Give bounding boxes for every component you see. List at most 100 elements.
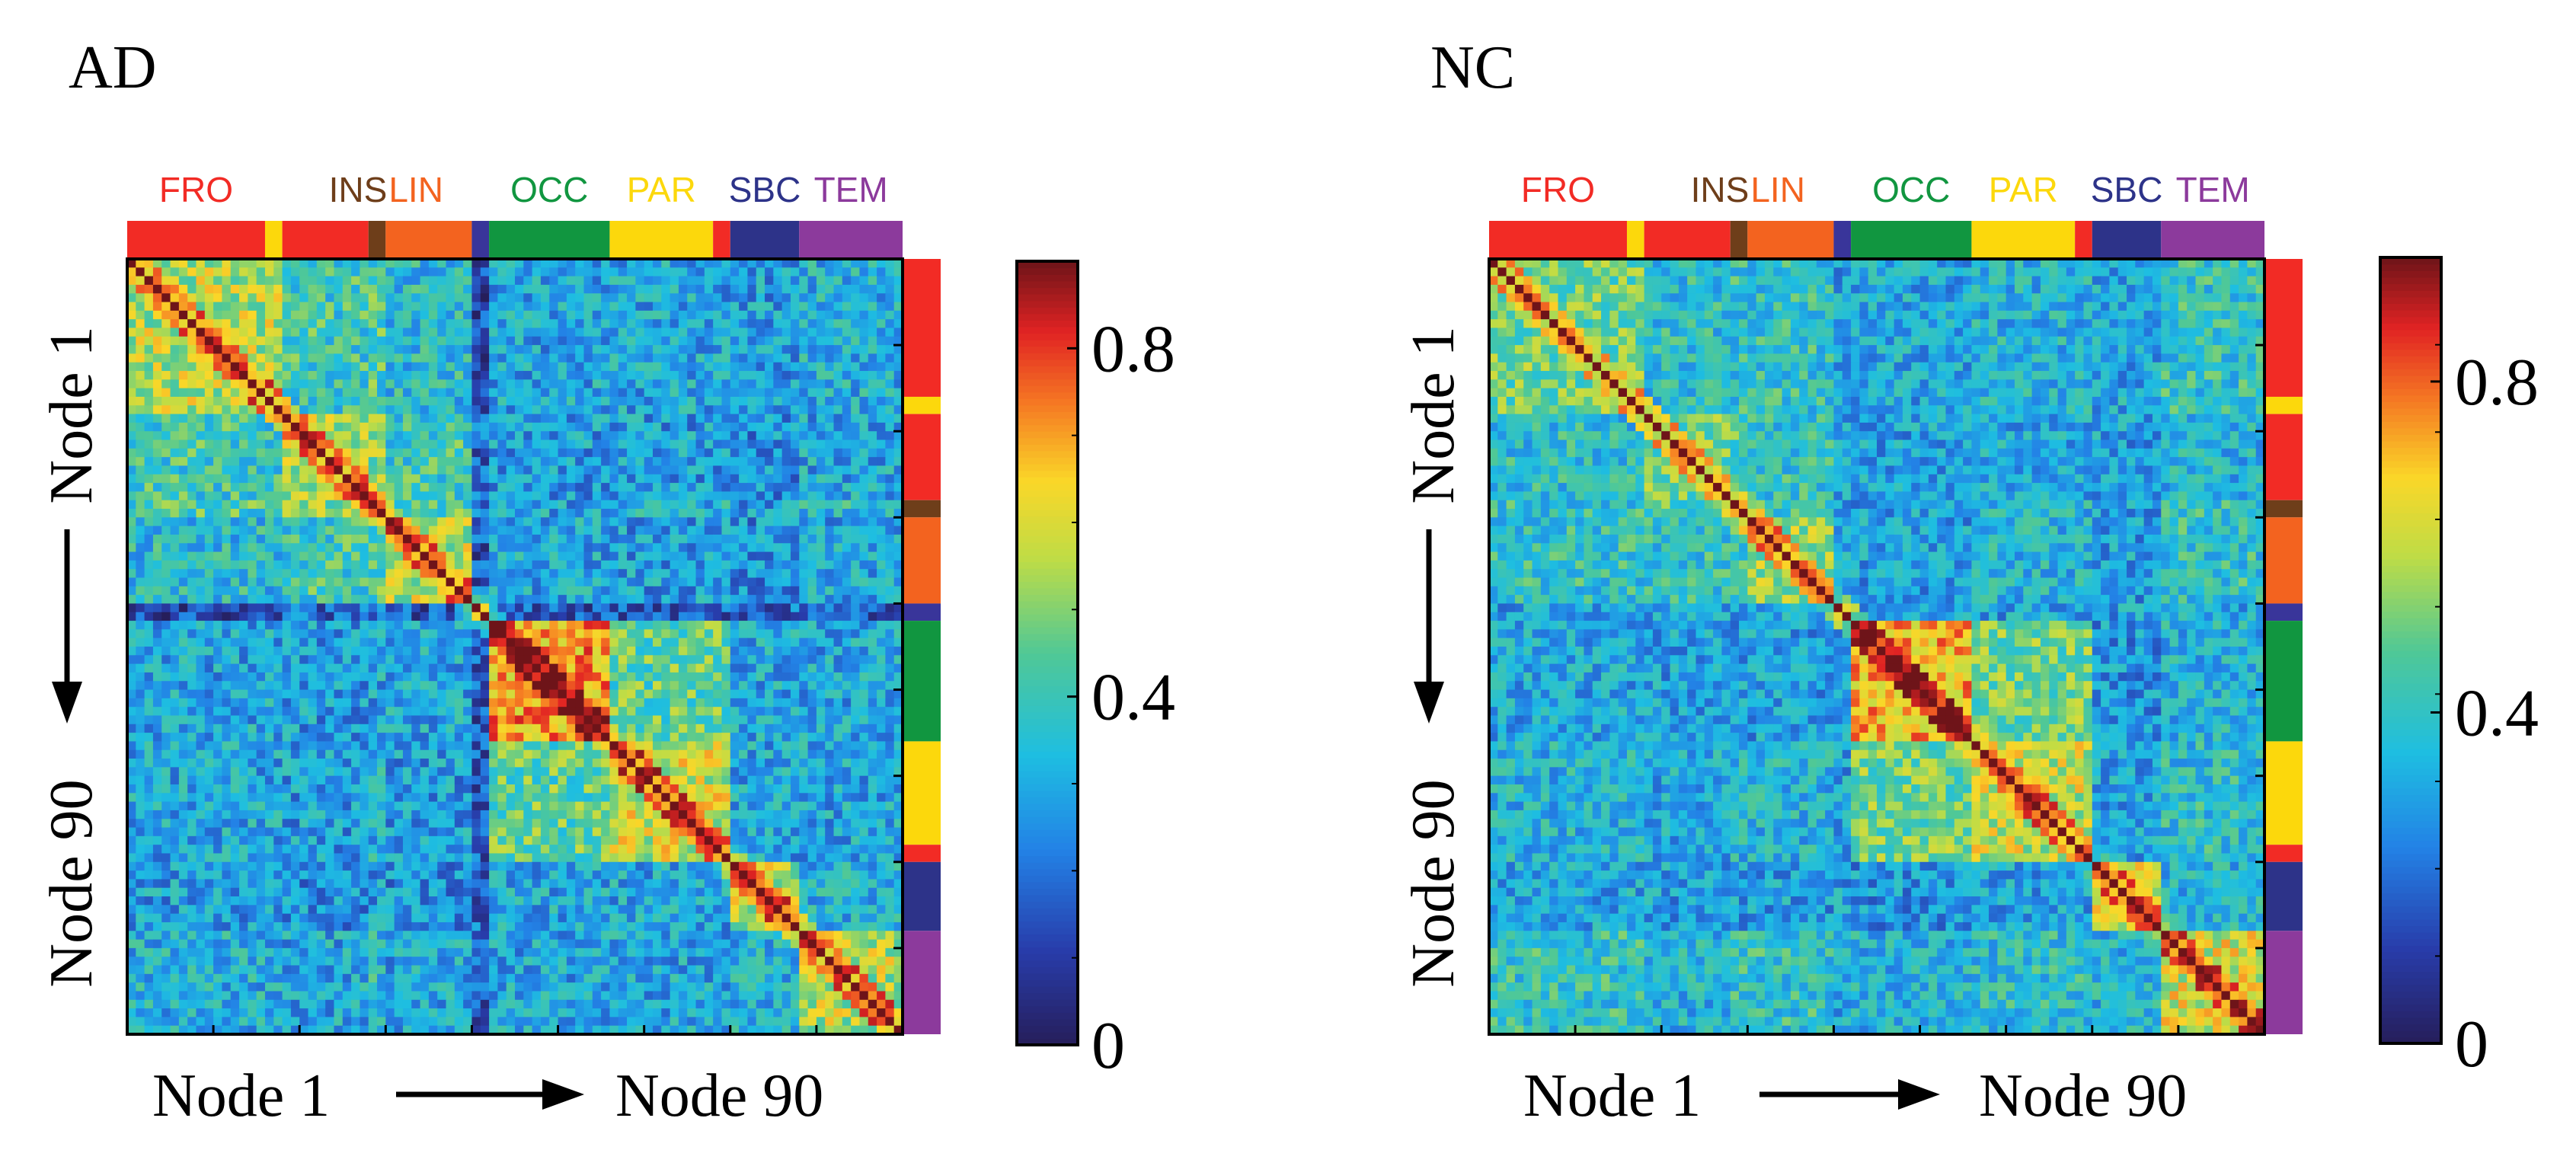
heatmap-cell: [360, 465, 369, 475]
heatmap-cell: [765, 681, 774, 691]
heatmap-cell: [583, 388, 593, 398]
heatmap-cell: [282, 681, 292, 691]
heatmap-cell: [497, 689, 507, 699]
heatmap-cell: [282, 517, 292, 527]
heatmap-cell: [497, 293, 507, 303]
heatmap-cell: [248, 414, 257, 423]
heatmap-cell: [652, 396, 662, 406]
heatmap-cell: [360, 276, 369, 286]
heatmap-cell: [885, 396, 895, 406]
heatmap-cell: [790, 259, 800, 268]
heatmap-cell: [816, 465, 826, 475]
heatmap-cell: [222, 569, 232, 579]
heatmap-cell: [316, 672, 326, 682]
heatmap-cell: [678, 379, 688, 389]
heatmap-cell: [558, 655, 567, 665]
heatmap-cell: [687, 276, 697, 286]
heatmap-cell: [506, 647, 516, 656]
heatmap-cell: [687, 629, 697, 639]
heatmap-cell: [609, 577, 619, 587]
heatmap-cell: [747, 603, 757, 613]
heatmap-cell: [609, 465, 619, 475]
heatmap-cell: [463, 517, 473, 527]
heatmap-cell: [799, 612, 809, 621]
heatmap-cell: [575, 371, 585, 380]
heatmap-cell: [885, 465, 895, 475]
heatmap-cell: [187, 689, 197, 699]
heatmap-cell: [816, 362, 826, 372]
heatmap-cell: [342, 405, 352, 415]
heatmap-cell: [885, 534, 895, 544]
heatmap-cell: [196, 569, 206, 579]
heatmap-cell: [351, 405, 360, 415]
heatmap-cell: [523, 560, 533, 570]
heatmap-cell: [454, 362, 464, 372]
heatmap-cell: [609, 319, 619, 329]
heatmap-cell: [144, 551, 154, 561]
heatmap-cell: [799, 439, 809, 449]
heatmap-cell: [807, 379, 817, 389]
heatmap-cell: [781, 500, 791, 510]
heatmap-cell: [532, 439, 542, 449]
heatmap-cell: [420, 543, 430, 553]
heatmap-cell: [609, 647, 619, 656]
heatmap-cell: [506, 569, 516, 579]
heatmap-cell: [816, 319, 826, 329]
heatmap-cell: [342, 724, 352, 733]
heatmap-cell: [756, 551, 765, 561]
heatmap-cell: [437, 698, 447, 708]
heatmap-cell: [747, 371, 757, 380]
heatmap-cell: [506, 637, 516, 647]
heatmap-cell: [825, 396, 835, 406]
heatmap-cell: [704, 284, 714, 294]
heatmap-cell: [851, 663, 861, 673]
heatmap-cell: [842, 500, 852, 510]
heatmap-cell: [222, 276, 232, 286]
heatmap-cell: [627, 647, 636, 656]
heatmap-cell: [428, 534, 438, 544]
heatmap-cell: [437, 414, 447, 423]
heatmap-cell: [463, 577, 473, 587]
heatmap-cell: [859, 267, 869, 277]
heatmap-cell: [213, 457, 223, 467]
heatmap-cell: [704, 525, 714, 535]
heatmap-cell: [506, 319, 516, 329]
heatmap-cell: [204, 655, 214, 665]
heatmap-cell: [859, 612, 869, 621]
heatmap-cell: [290, 422, 300, 432]
heatmap-cell: [377, 422, 386, 432]
heatmap-cell: [842, 396, 852, 406]
heatmap-cell: [497, 284, 507, 294]
heatmap-cell: [756, 483, 765, 492]
heatmap-cell: [316, 293, 326, 303]
heatmap-cell: [523, 689, 533, 699]
heatmap-cell: [773, 525, 783, 535]
heatmap-cell: [136, 371, 145, 380]
heatmap-cell: [825, 569, 835, 579]
heatmap-cell: [248, 431, 257, 441]
heatmap-cell: [765, 724, 774, 733]
heatmap-cell: [377, 483, 386, 492]
heatmap-cell: [325, 345, 335, 355]
heatmap-cell: [678, 612, 688, 621]
heatmap-cell: [187, 724, 197, 733]
heatmap-cell: [471, 586, 481, 596]
heatmap-cell: [351, 439, 360, 449]
heatmap-cell: [360, 517, 369, 527]
heatmap-cell: [627, 483, 636, 492]
heatmap-cell: [446, 603, 455, 613]
heatmap-cell: [893, 595, 903, 605]
heatmap-cell: [273, 689, 283, 699]
heatmap-cell: [506, 302, 516, 311]
heatmap-cell: [781, 672, 791, 682]
heatmap-cell: [411, 276, 421, 286]
heatmap-cell: [549, 672, 559, 682]
heatmap-cell: [222, 525, 232, 535]
heatmap-cell: [239, 483, 248, 492]
heatmap-cell: [575, 551, 585, 561]
heatmap-cell: [609, 629, 619, 639]
heatmap-cell: [515, 474, 524, 484]
heatmap-cell: [566, 405, 576, 415]
heatmap-cell: [204, 612, 214, 621]
heatmap-cell: [411, 509, 421, 518]
